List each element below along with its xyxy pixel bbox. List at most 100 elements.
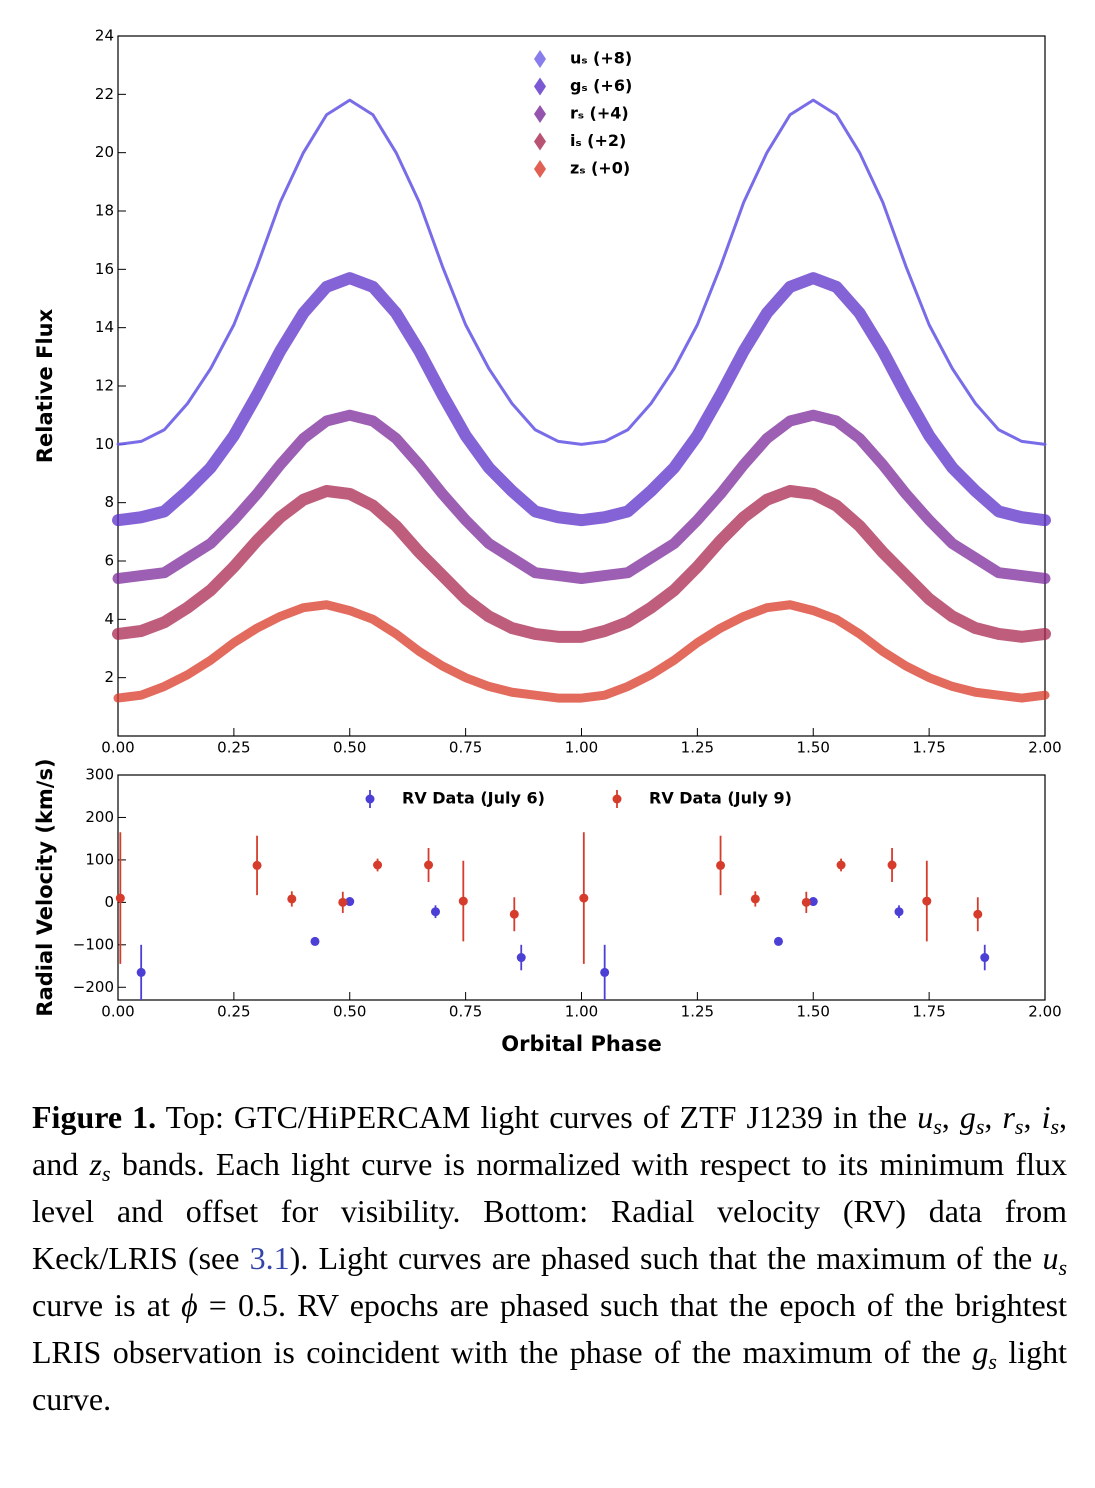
legend-marker [534, 105, 546, 123]
legend-marker [534, 77, 546, 96]
caption-sub: s [102, 1161, 111, 1186]
rv-point [887, 860, 897, 870]
y-tick-label: 20 [95, 143, 114, 161]
y-tick-label: −100 [73, 935, 114, 953]
caption-label: Figure 1. [32, 1099, 157, 1135]
rv-point [801, 897, 811, 907]
rv-point [115, 893, 125, 903]
x-tick-label: 2.00 [1028, 1003, 1061, 1021]
caption-math: z [89, 1146, 103, 1182]
x-tick-label: 1.00 [565, 1003, 598, 1021]
x-tick-label: 2.00 [1028, 739, 1061, 757]
x-tick-label: 1.50 [797, 739, 830, 757]
caption-math: i [1041, 1099, 1051, 1135]
rv-point [579, 893, 589, 903]
legend-marker [534, 160, 546, 178]
rv-point [310, 936, 320, 946]
caption-text: bands. Each light curve is normalized wi… [32, 1146, 1068, 1276]
x-tick-label: 1.50 [797, 1003, 830, 1021]
rv-point [894, 907, 904, 917]
light-curve [116, 98, 1047, 446]
light-curve [112, 485, 1051, 643]
rv-point [373, 860, 383, 870]
caption-text: = 0.5. RV epochs are phased such that th… [32, 1287, 1068, 1370]
legend-label: uₛ (+8) [570, 49, 632, 68]
legend-marker [612, 794, 622, 804]
caption-text: Top: GTC/HiPERCAM light curves of ZTF J1… [156, 1099, 918, 1135]
y-tick-label: 2 [104, 668, 114, 686]
light-curve [112, 272, 1051, 527]
legend-label: RV Data (July 6) [402, 789, 545, 808]
x-tick-label: 0.00 [101, 739, 134, 757]
legend-label: rₛ (+4) [570, 104, 629, 123]
caption-math: u [1042, 1240, 1059, 1276]
x-tick-label: 0.25 [217, 1003, 250, 1021]
rv-point [836, 860, 846, 870]
rv-point [750, 894, 760, 904]
y-axis-label: Radial Velocity (km/s) [33, 758, 57, 1016]
rv-point [136, 967, 146, 977]
x-tick-label: 1.75 [912, 1003, 945, 1021]
y-axis-label: Relative Flux [33, 308, 57, 463]
rv-point [509, 909, 519, 919]
x-tick-label: 1.25 [681, 1003, 714, 1021]
y-tick-label: 8 [104, 493, 114, 511]
x-tick-label: 1.25 [681, 739, 714, 757]
caption-text: , [1023, 1099, 1042, 1135]
y-tick-label: 100 [85, 850, 114, 868]
y-tick-label: 300 [85, 766, 114, 784]
rv-point [922, 896, 932, 906]
y-tick-label: 12 [95, 377, 114, 395]
legend-label: zₛ (+0) [570, 159, 630, 178]
y-tick-label: 6 [104, 552, 114, 570]
light-curve [112, 409, 1051, 584]
y-tick-label: −200 [73, 978, 114, 996]
y-tick-label: 14 [95, 318, 114, 336]
caption-text: curve is at [32, 1287, 182, 1323]
rv-point [980, 953, 990, 963]
y-tick-label: 22 [95, 85, 114, 103]
rv-point [345, 897, 355, 907]
rv-point [516, 953, 526, 963]
x-tick-label: 0.50 [333, 739, 366, 757]
rv-point [252, 860, 262, 870]
legend-marker [365, 794, 375, 804]
caption-math: r [1002, 1099, 1015, 1135]
caption-math: u [917, 1099, 934, 1135]
legend-label: RV Data (July 9) [649, 789, 792, 808]
figure: 0.00 0.25 0.50 0.75 1.00 1.25 1.50 1.75 2.002468… [33, 27, 1062, 1057]
rv-point [424, 860, 434, 870]
y-tick-label: 24 [95, 27, 114, 45]
y-tick-label: 0 [104, 893, 114, 911]
legend-label: gₛ (+6) [570, 76, 632, 95]
rv-point [600, 967, 610, 977]
rv-point [458, 896, 468, 906]
caption-sub: s [1014, 1114, 1024, 1139]
x-tick-label: 1.75 [912, 739, 945, 757]
rv-point [973, 909, 983, 919]
caption-ref[interactable]: 3.1 [249, 1240, 290, 1276]
rv-point [773, 936, 783, 946]
y-tick-label: 200 [85, 808, 114, 826]
y-tick-label: 4 [104, 610, 114, 628]
x-axis-label: Orbital Phase [501, 1032, 661, 1056]
caption-text: , and [32, 1099, 1068, 1182]
caption-sub: s [933, 1114, 942, 1139]
x-tick-label: 1.00 [565, 739, 598, 757]
legend-label: iₛ (+2) [570, 131, 626, 150]
caption-text: ). Light curves are phased such that the… [289, 1240, 1043, 1276]
x-tick-label: 0.75 [449, 1003, 482, 1021]
rv-point [430, 907, 440, 917]
x-tick-label: 0.25 [217, 739, 250, 757]
caption-math: ϕ [181, 1287, 198, 1323]
caption-text: , [984, 1099, 1003, 1135]
caption-sub: s [975, 1114, 985, 1139]
caption-math: g [972, 1334, 989, 1370]
rv-point [808, 897, 818, 907]
rv-point [338, 897, 348, 907]
rv-point [716, 860, 726, 870]
caption-text: light curve. [32, 1334, 1068, 1417]
x-tick-label: 0.00 [101, 1003, 134, 1021]
y-tick-label: 16 [95, 260, 114, 278]
rv-point [287, 894, 297, 904]
